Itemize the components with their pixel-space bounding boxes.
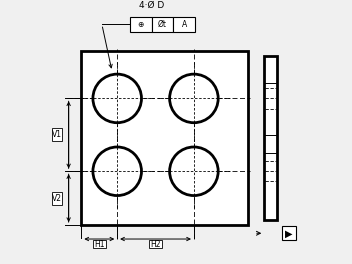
Circle shape (93, 147, 142, 196)
Bar (52, 192, 62, 205)
Bar (149, 240, 162, 248)
Bar (152, 17, 174, 32)
Text: A: A (182, 20, 187, 29)
Circle shape (93, 74, 142, 123)
Text: H2: H2 (150, 240, 161, 249)
Circle shape (170, 147, 218, 196)
Bar (282, 226, 296, 240)
Circle shape (170, 74, 218, 123)
Bar (52, 129, 62, 141)
Text: 4·Ø D: 4·Ø D (139, 1, 164, 10)
Text: H1: H1 (94, 240, 105, 249)
Bar (174, 17, 195, 32)
Bar (130, 17, 152, 32)
Text: Øt: Øt (158, 20, 167, 29)
Bar (81, 51, 247, 225)
Text: ⊕: ⊕ (138, 20, 144, 29)
Text: ▶: ▶ (285, 228, 293, 238)
Bar (93, 240, 106, 248)
Text: V1: V1 (52, 130, 62, 139)
Bar (264, 56, 277, 220)
Text: V2: V2 (52, 194, 62, 202)
